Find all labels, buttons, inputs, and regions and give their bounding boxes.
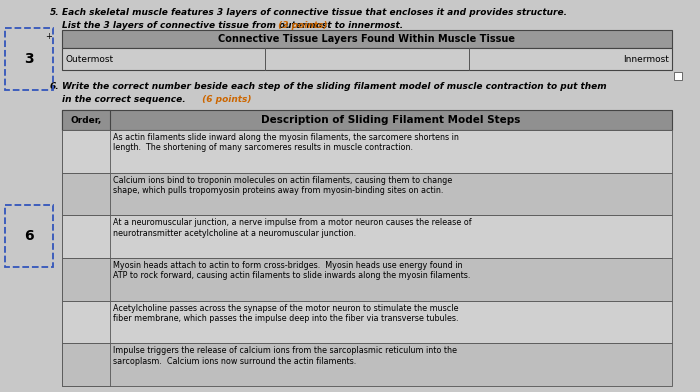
Text: (6 points): (6 points) [199,95,251,104]
Text: 6: 6 [25,229,34,243]
Text: +: + [46,32,52,41]
Bar [62,215,672,258]
Bar [5,28,53,90]
Bar [674,72,682,80]
Bar [62,110,672,130]
Bar [62,110,110,130]
Bar [62,343,110,386]
Bar [62,215,110,258]
Bar [62,172,672,215]
Text: (3 points): (3 points) [275,21,328,30]
Text: Each skeletal muscle features 3 layers of connective tissue that encloses it and: Each skeletal muscle features 3 layers o… [62,8,567,17]
Text: Impulse triggers the release of calcium ions from the sarcoplasmic reticulum int: Impulse triggers the release of calcium … [113,347,457,366]
Text: 6.: 6. [50,82,60,91]
Text: Acetylcholine passes across the synapse of the motor neuron to stimulate the mus: Acetylcholine passes across the synapse … [113,304,458,323]
Bar [62,48,672,70]
Bar [62,30,672,48]
Bar [62,301,110,343]
Text: Connective Tissue Layers Found Within Muscle Tissue: Connective Tissue Layers Found Within Mu… [218,34,515,44]
Text: List the 3 layers of connective tissue from outermost to innermost.: List the 3 layers of connective tissue f… [62,21,403,30]
Text: At a neuromuscular junction, a nerve impulse from a motor neuron causes the rele: At a neuromuscular junction, a nerve imp… [113,218,472,238]
Text: Calcium ions bind to troponin molecules on actin filaments, causing them to chan: Calcium ions bind to troponin molecules … [113,176,452,195]
Text: Myosin heads attach to actin to form cross-bridges.  Myosin heads use energy fou: Myosin heads attach to actin to form cro… [113,261,470,280]
Text: As actin filaments slide inward along the myosin filaments, the sarcomere shorte: As actin filaments slide inward along th… [113,133,459,152]
Text: Outermost: Outermost [65,54,113,64]
Text: Innermost: Innermost [623,54,669,64]
Text: Description of Sliding Filament Model Steps: Description of Sliding Filament Model St… [261,115,521,125]
Bar [62,130,110,172]
Bar [62,258,672,301]
Bar [62,130,672,172]
Bar [62,343,672,386]
Text: 3: 3 [25,52,34,66]
Text: Write the correct number beside each step of the sliding filament model of muscl: Write the correct number beside each ste… [62,82,607,91]
Text: Order,: Order, [71,116,102,125]
Text: in the correct sequence.: in the correct sequence. [62,95,186,104]
Bar [62,172,110,215]
Bar [5,205,53,267]
Bar [62,258,110,301]
Text: 5.: 5. [50,8,60,17]
Bar [62,301,672,343]
